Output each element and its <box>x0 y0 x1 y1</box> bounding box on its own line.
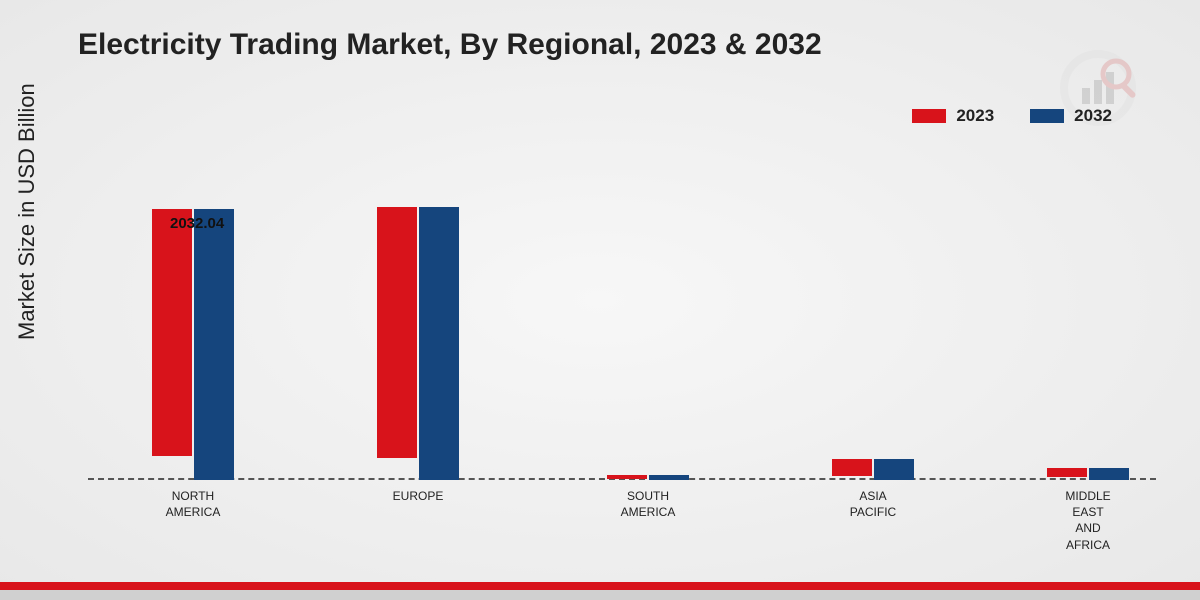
legend-item-2032: 2032 <box>1030 106 1112 126</box>
bar-mea-2023 <box>1047 468 1087 477</box>
bar-group-mea <box>1028 468 1148 480</box>
legend-label-2023: 2023 <box>956 106 994 126</box>
legend-label-2032: 2032 <box>1074 106 1112 126</box>
x-label-europe: EUROPE <box>358 488 478 504</box>
bar-mea-2032 <box>1089 468 1129 480</box>
legend-swatch-2023 <box>912 109 946 123</box>
bar-europe-2032 <box>419 207 459 480</box>
legend-swatch-2032 <box>1030 109 1064 123</box>
bar-group-asia_pacific <box>813 459 933 480</box>
plot-area: 2032.04 <box>88 160 1156 480</box>
bar-group-europe <box>358 207 478 480</box>
bar-asia_pacific-2032 <box>874 459 914 480</box>
bar-europe-2023 <box>377 207 417 458</box>
x-label-mea: MIDDLE EAST AND AFRICA <box>1028 488 1148 553</box>
bar-asia_pacific-2023 <box>832 459 872 476</box>
legend-item-2023: 2023 <box>912 106 994 126</box>
footer-red-bar <box>0 582 1200 590</box>
bar-north_america-2023 <box>152 209 192 456</box>
bar-south_america-2023 <box>607 475 647 479</box>
value-annotation: 2032.04 <box>170 215 224 232</box>
x-label-south_america: SOUTH AMERICA <box>588 488 708 520</box>
bar-north_america-2032 <box>194 209 234 480</box>
footer-grey-bar <box>0 590 1200 600</box>
x-label-asia_pacific: ASIA PACIFIC <box>813 488 933 520</box>
y-axis-label: Market Size in USD Billion <box>14 83 40 340</box>
legend: 2023 2032 <box>912 106 1112 126</box>
x-axis-labels: NORTH AMERICA EUROPE SOUTH AMERICA ASIA PAC… <box>88 480 1156 560</box>
chart-title: Electricity Trading Market, By Regional,… <box>78 28 822 62</box>
x-label-north_america: NORTH AMERICA <box>133 488 253 520</box>
bar-group-north_america <box>133 209 253 480</box>
